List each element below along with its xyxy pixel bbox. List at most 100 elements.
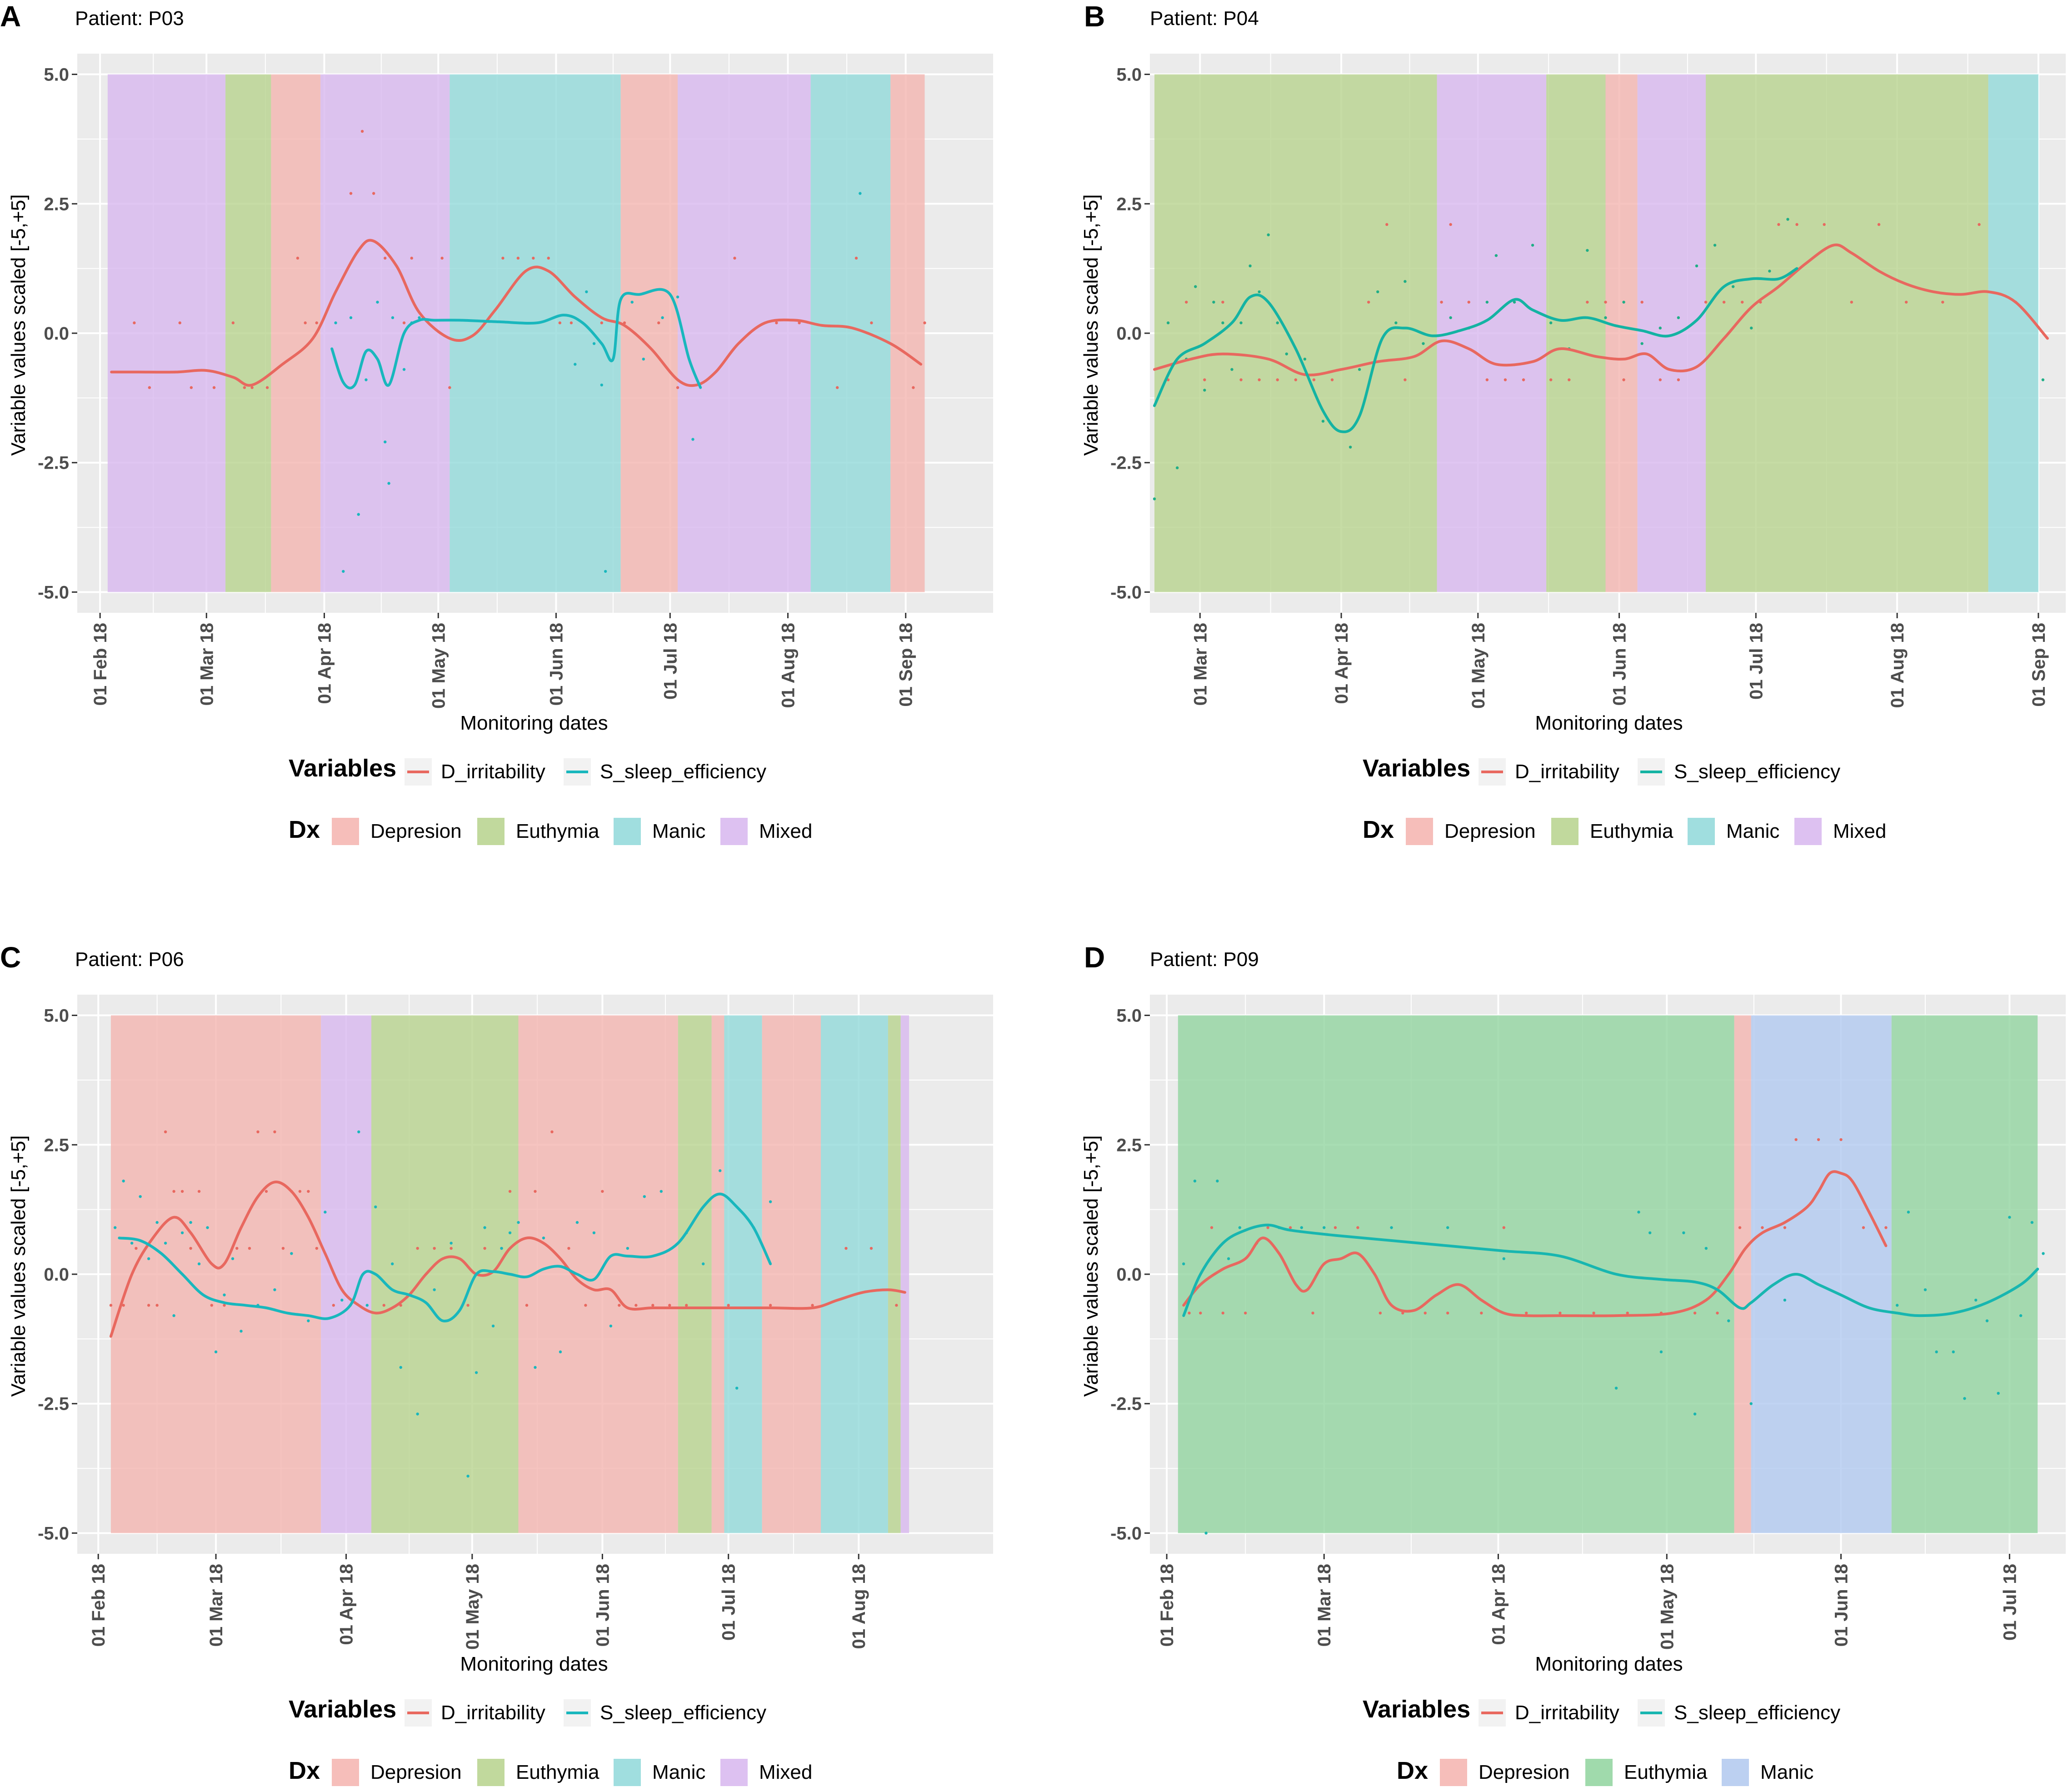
x-tick-label: 01 May 18: [1657, 1564, 1677, 1650]
data-point-s-sleep-efficiency: [374, 1205, 377, 1209]
data-point-d-irritability: [1480, 1311, 1483, 1315]
x-tick-label: 01 May 18: [1469, 623, 1489, 709]
data-point-d-irritability: [248, 1246, 251, 1250]
data-point-s-sleep-efficiency: [223, 1293, 226, 1296]
legend-label: S_sleep_efficiency: [600, 761, 766, 783]
data-point-d-irritability: [1502, 1226, 1506, 1229]
legend-label: Depresion: [370, 1761, 462, 1783]
data-point-d-irritability: [835, 386, 839, 389]
y-tick-label: -2.5: [38, 1394, 69, 1414]
data-point-s-sleep-efficiency: [676, 295, 679, 299]
data-point-d-irritability: [1239, 378, 1243, 381]
legend-title-dx: Dx: [289, 816, 320, 843]
x-tick-label: 01 Aug 18: [779, 623, 799, 708]
data-point-d-irritability: [811, 1304, 814, 1307]
x-tick-label: 01 Feb 18: [1157, 1564, 1177, 1647]
dx-band-depresion: [1734, 1015, 1751, 1533]
legend-title-variables: Variables: [289, 1696, 396, 1723]
data-point-s-sleep-efficiency: [1695, 264, 1698, 268]
data-point-d-irritability: [1485, 378, 1489, 381]
y-tick-label: -2.5: [1110, 453, 1142, 473]
data-point-s-sleep-efficiency: [1531, 244, 1534, 247]
data-point-d-irritability: [372, 192, 375, 195]
data-point-d-irritability: [197, 1190, 201, 1193]
data-point-d-irritability: [265, 1190, 268, 1193]
data-point-d-irritability: [1586, 300, 1589, 304]
data-point-s-sleep-efficiency: [1258, 290, 1261, 294]
series-line-s-sleep-efficiency: [1153, 267, 1798, 433]
data-point-d-irritability: [315, 1246, 319, 1250]
x-tick-label: 01 Jun 18: [1610, 623, 1630, 706]
data-point-d-irritability: [223, 1304, 226, 1307]
x-tick-label: 01 Mar 18: [206, 1564, 226, 1647]
legend-key-dx: [1551, 818, 1578, 845]
dx-band-manic: [1988, 74, 2038, 592]
data-point-s-sleep-efficiency: [1323, 1226, 1326, 1229]
data-point-s-sleep-efficiency: [630, 300, 634, 304]
data-point-s-sleep-efficiency: [340, 1298, 344, 1302]
data-point-s-sleep-efficiency: [387, 482, 390, 485]
data-point-d-irritability: [1210, 1226, 1214, 1229]
legend-key-dx: [614, 818, 641, 845]
y-tick-label: -5.0: [38, 1523, 69, 1543]
data-point-s-sleep-efficiency: [130, 1241, 134, 1245]
data-point-d-irritability: [869, 1246, 873, 1250]
x-tick-label: 01 Jul 18: [1746, 623, 1766, 700]
data-point-s-sleep-efficiency: [604, 570, 607, 573]
data-point-s-sleep-efficiency: [384, 440, 387, 444]
dx-band-euthymia: [1546, 74, 1606, 592]
data-point-s-sleep-efficiency: [1404, 280, 1407, 283]
data-point-s-sleep-efficiency: [273, 1288, 276, 1291]
data-point-d-irritability: [1258, 378, 1261, 381]
dx-band-manic: [724, 1015, 762, 1533]
dx-band-mixed: [320, 74, 450, 592]
data-point-s-sleep-efficiency: [155, 1221, 159, 1224]
series-line-d-irritability: [1182, 1170, 1888, 1317]
data-point-d-irritability: [1356, 1226, 1359, 1229]
dx-band-euthymia: [678, 1015, 712, 1533]
data-point-s-sleep-efficiency: [1227, 1257, 1230, 1261]
legend-key-dx: [614, 1759, 641, 1786]
data-point-d-irritability: [558, 321, 562, 325]
data-point-d-irritability: [798, 321, 801, 325]
dx-band-mixed: [107, 74, 226, 592]
data-point-s-sleep-efficiency: [1622, 300, 1625, 304]
data-point-d-irritability: [676, 386, 679, 389]
data-point-s-sleep-efficiency: [1768, 270, 1771, 273]
data-point-s-sleep-efficiency: [1212, 300, 1215, 304]
data-point-s-sleep-efficiency: [1586, 249, 1589, 252]
data-point-s-sleep-efficiency: [1166, 321, 1170, 325]
data-point-s-sleep-efficiency: [1230, 368, 1234, 371]
x-axis-title: Monitoring dates: [1535, 712, 1683, 734]
legend-key-dx: [1722, 1759, 1749, 1786]
data-point-d-irritability: [657, 321, 660, 325]
series-line-s-sleep-efficiency: [1182, 1223, 2039, 1317]
legend-key-dx: [1440, 1759, 1467, 1786]
data-point-d-irritability: [1604, 300, 1607, 304]
data-point-d-irritability: [433, 1246, 436, 1250]
data-point-s-sleep-efficiency: [1390, 1226, 1393, 1229]
y-tick-label: -5.0: [1110, 582, 1142, 602]
plot-area: -5.0 -2.5 0.0 2.5 5.0 01 Feb 18 01 Mar 18 01 Ap…: [38, 54, 993, 709]
data-point-d-irritability: [1640, 300, 1643, 304]
data-point-d-irritability: [1941, 300, 1944, 304]
data-point-d-irritability: [440, 256, 444, 260]
panel-c: C Patient: P06 -5.0 -2.5 0.0 2.5 5.0 01 Feb 1…: [0, 941, 993, 1786]
data-point-s-sleep-efficiency: [1731, 285, 1735, 288]
data-point-s-sleep-efficiency: [1446, 1226, 1449, 1229]
panel-a: A Patient: P03 -5.0 -2.5 0.0 2.5 5.0 01 Feb 1…: [0, 0, 993, 845]
data-point-s-sleep-efficiency: [1783, 1298, 1787, 1302]
x-tick-label: 01 Mar 18: [1190, 623, 1210, 706]
data-point-s-sleep-efficiency: [475, 1371, 478, 1374]
data-point-s-sleep-efficiency: [1153, 497, 1156, 501]
legend-key-dx: [1794, 818, 1822, 845]
data-point-s-sleep-efficiency: [1321, 420, 1325, 423]
y-tick-label: 5.0: [44, 65, 69, 85]
panel-title: Patient: P09: [1150, 948, 1259, 971]
series-line-d-irritability: [110, 239, 923, 387]
data-point-s-sleep-efficiency: [1704, 1246, 1708, 1250]
dx-band-depresion: [890, 74, 925, 592]
data-point-d-irritability: [304, 321, 307, 325]
data-point-s-sleep-efficiency: [1963, 1397, 1966, 1400]
x-tick-label: 01 Apr 18: [315, 623, 335, 704]
